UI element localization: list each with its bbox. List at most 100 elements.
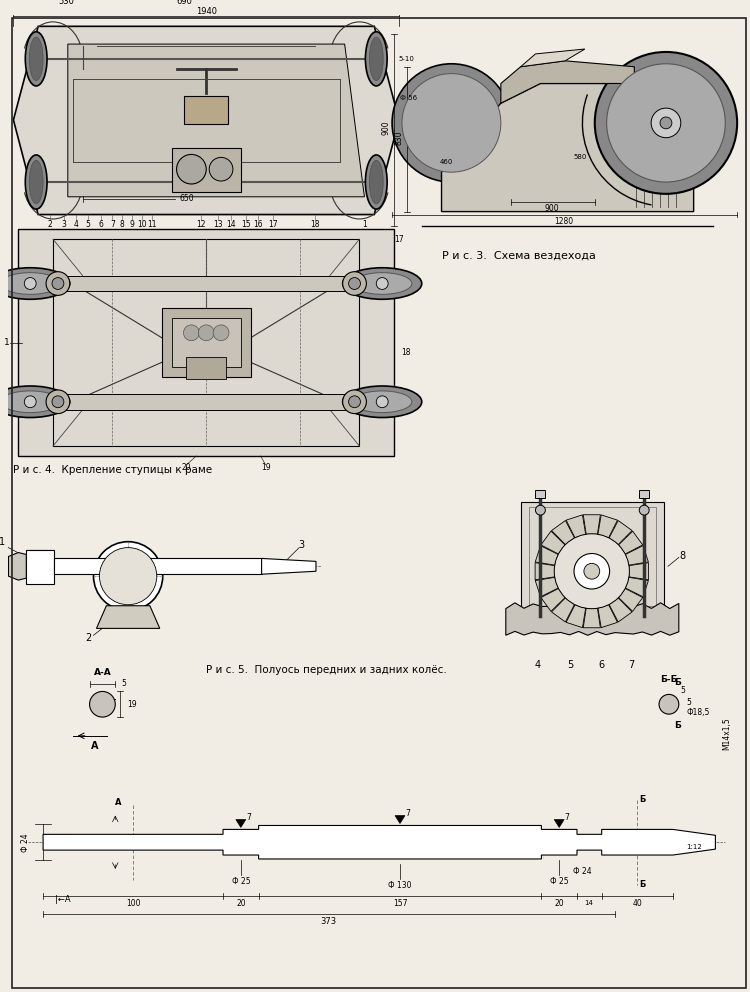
Polygon shape [629, 562, 649, 579]
Text: 12: 12 [196, 220, 206, 229]
Ellipse shape [26, 32, 47, 86]
Text: А: А [115, 799, 122, 807]
Circle shape [213, 325, 229, 340]
Ellipse shape [0, 386, 70, 418]
Text: 6: 6 [598, 660, 604, 670]
Polygon shape [236, 819, 246, 827]
Text: 20: 20 [236, 899, 246, 908]
Text: 17: 17 [268, 220, 278, 229]
Bar [520, 502, 664, 611]
Polygon shape [68, 44, 364, 196]
Ellipse shape [369, 37, 383, 80]
Circle shape [343, 390, 367, 414]
Circle shape [651, 108, 681, 138]
Circle shape [349, 396, 361, 408]
Text: 7: 7 [406, 809, 410, 818]
Polygon shape [541, 531, 565, 554]
Polygon shape [8, 553, 26, 580]
Text: 3: 3 [298, 540, 304, 550]
Circle shape [554, 534, 629, 609]
Text: 5: 5 [122, 680, 126, 688]
Polygon shape [584, 608, 601, 628]
Polygon shape [551, 598, 574, 622]
Polygon shape [626, 577, 649, 597]
Text: 6: 6 [99, 220, 104, 229]
Ellipse shape [29, 161, 43, 203]
Polygon shape [262, 558, 316, 574]
Ellipse shape [1, 273, 60, 295]
Text: 19: 19 [261, 463, 270, 472]
Text: 5-10: 5-10 [398, 56, 414, 62]
Polygon shape [13, 27, 399, 214]
Text: 2: 2 [48, 220, 52, 229]
Polygon shape [97, 606, 160, 628]
Ellipse shape [352, 391, 412, 413]
Text: 40: 40 [632, 899, 642, 908]
Circle shape [46, 272, 70, 296]
Text: 7: 7 [246, 813, 251, 822]
Polygon shape [554, 819, 564, 827]
Circle shape [639, 505, 650, 515]
Circle shape [184, 325, 200, 340]
Text: Б: Б [674, 721, 681, 730]
Polygon shape [551, 521, 574, 545]
Polygon shape [609, 521, 632, 545]
Text: 16: 16 [253, 220, 262, 229]
Text: А-А: А-А [94, 669, 111, 678]
Bar [172, 148, 241, 191]
Circle shape [542, 522, 641, 621]
Polygon shape [536, 577, 558, 597]
Circle shape [392, 63, 511, 182]
Polygon shape [501, 61, 634, 103]
Polygon shape [566, 605, 586, 628]
Text: 460: 460 [440, 160, 453, 166]
Polygon shape [566, 515, 586, 538]
Ellipse shape [343, 268, 422, 300]
Text: Ф 24: Ф 24 [21, 833, 30, 851]
Polygon shape [541, 588, 565, 611]
Text: 373: 373 [321, 917, 337, 926]
Text: 2: 2 [86, 633, 92, 643]
Circle shape [209, 158, 233, 181]
Bar [529, 507, 656, 606]
Ellipse shape [365, 32, 387, 86]
Text: 1: 1 [0, 537, 4, 547]
Text: 8: 8 [680, 552, 686, 561]
Ellipse shape [26, 155, 47, 209]
Polygon shape [598, 515, 617, 538]
Polygon shape [536, 546, 558, 565]
Ellipse shape [29, 37, 43, 80]
Text: 900: 900 [382, 120, 391, 135]
Text: 4: 4 [74, 220, 78, 229]
Text: Ф 25: Ф 25 [232, 877, 251, 886]
Text: 10: 10 [137, 220, 147, 229]
Ellipse shape [343, 386, 422, 418]
Text: Р и с. 4.  Крепление ступицы к раме: Р и с. 4. Крепление ступицы к раме [13, 465, 212, 475]
Text: Ф 130: Ф 130 [388, 881, 412, 890]
Text: 20: 20 [554, 899, 564, 908]
Text: 7: 7 [565, 813, 569, 822]
Text: А: А [91, 741, 98, 751]
Text: 830: 830 [394, 130, 404, 145]
Bar [162, 309, 250, 377]
Text: 5: 5 [86, 220, 90, 229]
Polygon shape [43, 825, 715, 859]
Text: 900: 900 [545, 204, 560, 213]
Text: 5: 5 [680, 686, 686, 695]
Text: Б: Б [639, 880, 646, 889]
Text: 580: 580 [573, 155, 586, 161]
Text: 650: 650 [179, 194, 194, 203]
Circle shape [52, 396, 64, 408]
Bar [172, 318, 241, 367]
Text: 11: 11 [147, 220, 157, 229]
Bar [53, 276, 359, 292]
Text: 5: 5 [686, 697, 692, 707]
Circle shape [343, 272, 367, 296]
Circle shape [24, 278, 36, 290]
Circle shape [24, 396, 36, 408]
Polygon shape [535, 562, 555, 579]
Text: M14x1,5: M14x1,5 [722, 717, 730, 750]
Text: 1:12: 1:12 [686, 844, 701, 850]
Circle shape [660, 117, 672, 129]
Circle shape [376, 396, 388, 408]
